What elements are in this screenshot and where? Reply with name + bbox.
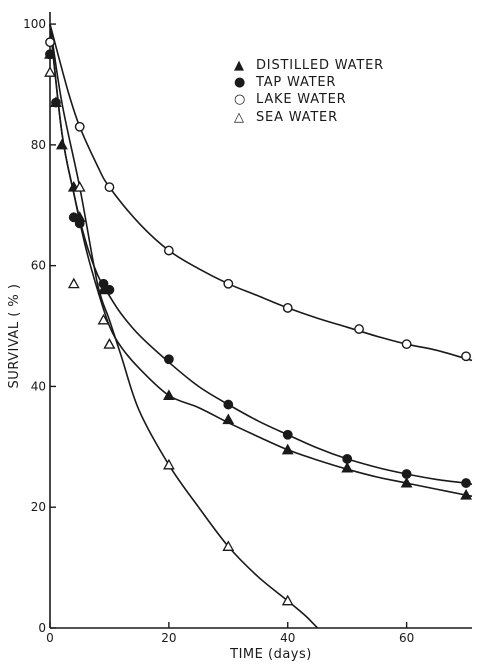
point-distilled-water: [162, 389, 175, 400]
point-distilled-water: [281, 443, 294, 455]
data-markers: [44, 37, 473, 606]
x-tick-label: 60: [399, 631, 414, 645]
legend-symbol-open-circle-icon: ○: [234, 92, 246, 107]
curve-distilled-water: [49, 24, 473, 498]
y-tick-label: 80: [31, 138, 46, 152]
point-distilled-water: [400, 476, 413, 488]
point-distilled-water: [460, 488, 473, 500]
point-tap-water: [342, 454, 353, 464]
point-tap-water: [74, 218, 85, 229]
point-tap-water: [163, 354, 174, 365]
point-tap-water: [45, 49, 55, 60]
point-tap-water: [223, 399, 234, 410]
point-lake-water: [163, 245, 174, 256]
legend-label-tap-water: TAP WATER: [255, 75, 336, 90]
point-sea-water: [73, 180, 86, 192]
x-tick-label: 40: [280, 631, 295, 645]
point-sea-water: [97, 313, 110, 325]
y-tick-label: 40: [31, 379, 46, 393]
x-axis-label: TIME (days): [229, 647, 312, 662]
axis-ticks: 0 20 40 60 80 100 0 20 40 60: [23, 17, 414, 645]
point-tap-water: [51, 97, 61, 108]
point-tap-water: [461, 478, 471, 488]
y-tick-label: 20: [31, 500, 46, 514]
legend-label-lake-water: LAKE WATER: [256, 92, 347, 107]
legend-symbol-filled-circle-icon: ●: [234, 75, 246, 90]
point-sea-water: [103, 338, 116, 349]
point-distilled-water: [341, 461, 354, 473]
legend-item-sea-water: △ SEA WATER: [234, 110, 338, 125]
y-tick-label: 100: [23, 17, 46, 31]
point-sea-water: [222, 540, 235, 551]
y-tick-label: 0: [38, 621, 46, 635]
y-axis-label: SURVIVAL ( % ): [7, 284, 22, 389]
point-tap-water: [68, 212, 79, 223]
x-tick-label: 20: [161, 631, 176, 645]
point-distilled-water: [222, 413, 235, 425]
legend-item-distilled-water: ▲ DISTILLED WATER: [234, 58, 384, 73]
point-sea-water: [281, 594, 294, 606]
point-tap-water: [282, 429, 293, 440]
point-tap-water: [104, 284, 115, 295]
point-lake-water: [354, 324, 364, 334]
point-sea-water: [162, 458, 175, 470]
legend-item-lake-water: ○ LAKE WATER: [234, 92, 347, 107]
legend-label-sea-water: SEA WATER: [256, 110, 338, 125]
chart-axes: [49, 12, 472, 629]
point-lake-water: [282, 303, 293, 313]
point-distilled-water: [55, 138, 68, 150]
legend-label-distilled-water: DISTILLED WATER: [256, 58, 384, 73]
point-sea-water: [67, 277, 80, 289]
y-tick-label: 60: [31, 259, 46, 273]
point-tap-water: [98, 278, 109, 289]
point-tap-water: [401, 469, 412, 479]
legend-item-tap-water: ● TAP WATER: [234, 75, 336, 90]
point-lake-water: [104, 182, 115, 193]
legend-symbol-filled-triangle-icon: ▲: [234, 58, 245, 73]
legend: ▲ DISTILLED WATER ● TAP WATER ○ LAKE WAT…: [234, 58, 384, 125]
point-lake-water: [223, 278, 234, 289]
point-sea-water: [44, 66, 56, 77]
point-lake-water: [461, 351, 471, 362]
point-lake-water: [74, 121, 85, 132]
x-tick-label: 0: [46, 631, 54, 645]
legend-symbol-open-triangle-icon: △: [234, 110, 245, 125]
point-lake-water: [401, 339, 412, 350]
point-lake-water: [45, 37, 55, 48]
